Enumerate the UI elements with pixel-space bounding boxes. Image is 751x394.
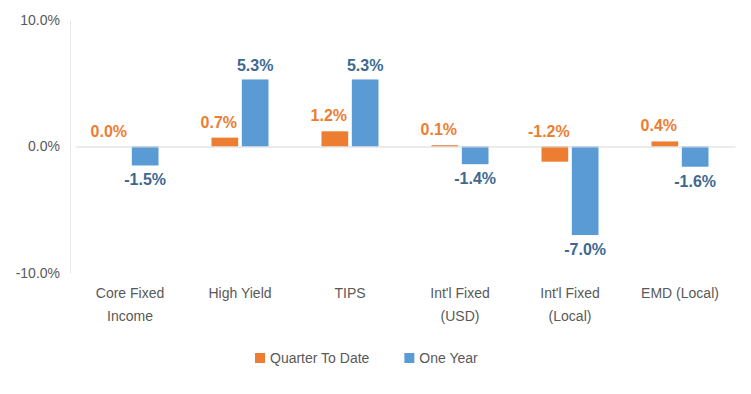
legend-swatch — [255, 353, 265, 363]
legend-label: One Year — [419, 350, 478, 366]
bar — [432, 145, 459, 146]
data-labels: 0.0% 0.7% 1.2% 0.1% -1.2% 0.4% -1.5% 5.3% 5.3% -1… — [91, 57, 716, 258]
chart: -10.0% 0.0% 10.0% 0.0% 0.7% 1.2% 0.1% -1.2% 0.4%… — [0, 0, 751, 394]
bar — [132, 147, 159, 166]
y-tick: 10.0% — [20, 12, 70, 28]
bar — [572, 147, 599, 236]
x-tick: TIPS — [334, 147, 365, 302]
bar — [542, 147, 569, 162]
x-tick-label: Int'l Fixed(Local) — [540, 285, 599, 324]
legend: Quarter To Date One Year — [255, 350, 478, 366]
y-axis-line — [70, 21, 71, 274]
y-tick-label: 0.0% — [28, 138, 60, 154]
bar — [682, 147, 709, 167]
x-tick: Int'l Fixed(Local) — [540, 147, 599, 325]
legend-item: Quarter To Date — [255, 350, 370, 366]
x-tick-label: Int'l Fixed(USD) — [430, 285, 489, 324]
bars — [132, 79, 709, 235]
data-label: -1.4% — [454, 170, 496, 187]
x-tick-label: EMD (Local) — [641, 285, 719, 301]
bar — [462, 147, 489, 165]
y-tick: -10.0% — [16, 265, 70, 281]
data-label: -1.6% — [674, 173, 716, 190]
bar — [212, 138, 239, 147]
x-tick: High Yield — [208, 147, 271, 302]
x-tick: Core FixedIncome — [96, 147, 164, 325]
data-label: 1.2% — [311, 107, 347, 124]
x-axis: Core FixedIncome High Yield TIPS Int'l Fixe… — [76, 147, 736, 325]
data-label: 0.0% — [91, 123, 127, 140]
data-label: -1.2% — [528, 123, 570, 140]
x-tick-label: TIPS — [334, 285, 365, 301]
x-tick-label: Core FixedIncome — [96, 285, 164, 324]
legend-label: Quarter To Date — [270, 350, 370, 366]
legend-item: One Year — [404, 350, 478, 366]
y-tick-label: -10.0% — [16, 265, 60, 281]
legend-swatch — [404, 353, 414, 363]
data-label: 0.1% — [421, 121, 457, 138]
x-tick: Int'l Fixed(USD) — [430, 147, 489, 325]
data-label: -7.0% — [564, 241, 606, 258]
x-tick-label: High Yield — [208, 285, 271, 301]
data-label: 0.4% — [641, 117, 677, 134]
bar — [652, 141, 679, 146]
x-axis-line — [76, 147, 736, 148]
bar — [242, 79, 269, 146]
x-tick: EMD (Local) — [641, 147, 719, 302]
y-axis: -10.0% 0.0% 10.0% — [16, 12, 71, 281]
data-label: -1.5% — [124, 171, 166, 188]
bar — [352, 79, 379, 146]
bar — [322, 131, 349, 146]
data-label: 0.7% — [201, 114, 237, 131]
data-label: 5.3% — [237, 57, 273, 74]
y-tick-label: 10.0% — [20, 12, 60, 28]
y-tick: 0.0% — [28, 138, 70, 154]
data-label: 5.3% — [347, 57, 383, 74]
